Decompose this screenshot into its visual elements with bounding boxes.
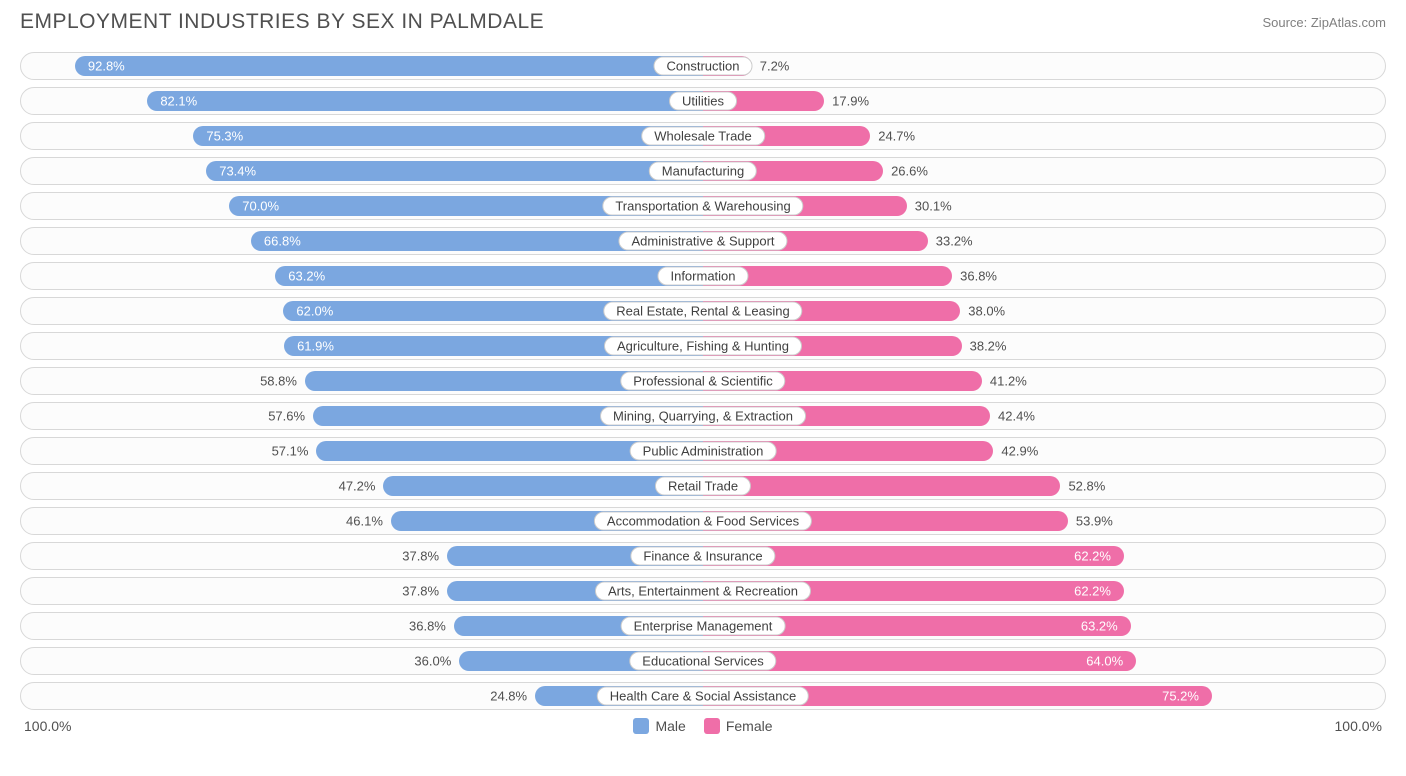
chart-row: 75.3% 24.7% Wholesale Trade [20,122,1386,150]
bar-male [75,56,703,76]
pct-female: 36.8% [960,269,997,284]
chart-row: 57.6% 42.4% Mining, Quarrying, & Extractio… [20,402,1386,430]
industry-label: Mining, Quarrying, & Extraction [600,407,806,426]
pct-female: 26.6% [891,164,928,179]
pct-female: 75.2% [1162,689,1199,704]
chart-row: 36.0% 64.0% Educational Services [20,647,1386,675]
legend-swatch-female [704,718,720,734]
chart-row: 58.8% 41.2% Professional & Scientific [20,367,1386,395]
pct-male: 92.8% [88,59,125,74]
pct-female: 7.2% [760,59,790,74]
chart-row: 24.8% 75.2% Health Care & Social Assistanc… [20,682,1386,710]
industry-label: Educational Services [629,652,776,671]
chart-area: 92.8% 7.2% Construction 82.1% 17.9% Utilities… [20,52,1386,710]
pct-male: 37.8% [402,549,439,564]
pct-female: 24.7% [878,129,915,144]
chart-row: 37.8% 62.2% Finance & Insurance [20,542,1386,570]
industry-label: Arts, Entertainment & Recreation [595,582,811,601]
bar-male [147,91,703,111]
industry-label: Accommodation & Food Services [594,512,812,531]
legend-label-female: Female [726,718,773,734]
chart-row: 37.8% 62.2% Arts, Entertainment & Recreati… [20,577,1386,605]
industry-label: Health Care & Social Assistance [597,687,809,706]
chart-row: 73.4% 26.6% Manufacturing [20,157,1386,185]
industry-label: Enterprise Management [621,617,786,636]
pct-male: 63.2% [288,269,325,284]
industry-label: Retail Trade [655,477,751,496]
pct-male: 73.4% [219,164,256,179]
industry-label: Administrative & Support [618,232,787,251]
pct-male: 57.1% [272,444,309,459]
chart-row: 66.8% 33.2% Administrative & Support [20,227,1386,255]
pct-female: 62.2% [1074,549,1111,564]
industry-label: Wholesale Trade [641,127,765,146]
pct-female: 62.2% [1074,584,1111,599]
industry-label: Agriculture, Fishing & Hunting [604,337,802,356]
pct-female: 41.2% [990,374,1027,389]
chart-title: EMPLOYMENT INDUSTRIES BY SEX IN PALMDALE [20,10,544,34]
chart-row: 36.8% 63.2% Enterprise Management [20,612,1386,640]
chart-row: 47.2% 52.8% Retail Trade [20,472,1386,500]
chart-header: EMPLOYMENT INDUSTRIES BY SEX IN PALMDALE… [20,10,1386,34]
bar-female [703,476,1060,496]
pct-female: 42.4% [998,409,1035,424]
pct-female: 38.2% [970,339,1007,354]
industry-label: Utilities [669,92,737,111]
legend-swatch-male [633,718,649,734]
industry-label: Information [657,267,748,286]
pct-male: 70.0% [242,199,279,214]
chart-row: 63.2% 36.8% Information [20,262,1386,290]
chart-row: 70.0% 30.1% Transportation & Warehousing [20,192,1386,220]
pct-male: 57.6% [268,409,305,424]
pct-male: 61.9% [297,339,334,354]
pct-male: 66.8% [264,234,301,249]
chart-footer: 100.0% Male Female 100.0% [20,718,1386,734]
industry-label: Construction [654,57,753,76]
industry-label: Finance & Insurance [630,547,775,566]
pct-female: 63.2% [1081,619,1118,634]
pct-male: 36.0% [414,654,451,669]
pct-female: 33.2% [936,234,973,249]
pct-male: 24.8% [490,689,527,704]
chart-source: Source: ZipAtlas.com [1262,15,1386,30]
legend-label-male: Male [655,718,685,734]
pct-male: 58.8% [260,374,297,389]
legend-item-male: Male [633,718,685,734]
pct-female: 38.0% [968,304,1005,319]
pct-female: 30.1% [915,199,952,214]
pct-male: 75.3% [206,129,243,144]
chart-row: 57.1% 42.9% Public Administration [20,437,1386,465]
industry-label: Manufacturing [649,162,757,181]
pct-female: 42.9% [1001,444,1038,459]
industry-label: Professional & Scientific [620,372,785,391]
axis-label-right: 100.0% [1335,718,1386,734]
pct-male: 46.1% [346,514,383,529]
axis-label-left: 100.0% [20,718,71,734]
pct-female: 17.9% [832,94,869,109]
chart-row: 62.0% 38.0% Real Estate, Rental & Leasing [20,297,1386,325]
industry-label: Public Administration [630,442,777,461]
pct-male: 36.8% [409,619,446,634]
pct-male: 47.2% [339,479,376,494]
pct-male: 62.0% [296,304,333,319]
pct-female: 64.0% [1086,654,1123,669]
bar-male [206,161,703,181]
pct-male: 37.8% [402,584,439,599]
industry-label: Real Estate, Rental & Leasing [603,302,802,321]
chart-legend: Male Female [633,718,772,734]
chart-row: 82.1% 17.9% Utilities [20,87,1386,115]
pct-female: 53.9% [1076,514,1113,529]
bar-male [275,266,703,286]
pct-male: 82.1% [160,94,197,109]
chart-row: 46.1% 53.9% Accommodation & Food Services [20,507,1386,535]
pct-female: 52.8% [1068,479,1105,494]
bar-male [193,126,703,146]
chart-row: 61.9% 38.2% Agriculture, Fishing & Hunting [20,332,1386,360]
legend-item-female: Female [704,718,773,734]
industry-label: Transportation & Warehousing [602,197,803,216]
chart-row: 92.8% 7.2% Construction [20,52,1386,80]
